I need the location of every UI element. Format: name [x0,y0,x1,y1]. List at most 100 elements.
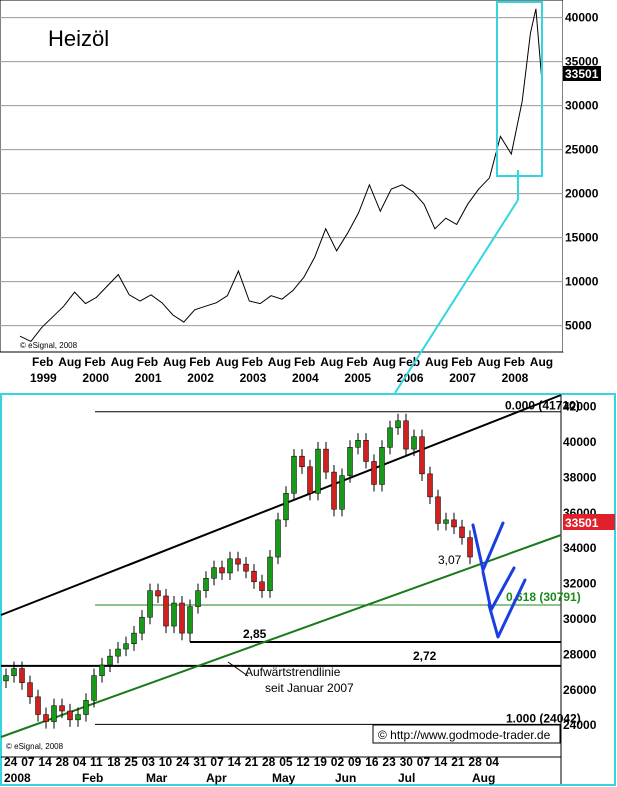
candle-body [203,578,209,591]
bottom-y-tick-label: 28000 [563,647,597,661]
bottom-y-tick-label: 38000 [563,470,597,484]
candle-body [147,590,153,618]
bottom-x-day-label: 02 [331,755,345,769]
top-x-month-label: Feb [504,355,525,369]
url-text: © http://www.godmode-trader.de [378,728,551,742]
candle-body [19,668,25,683]
bottom-x-day-label: 03 [142,755,156,769]
candle-body [291,455,297,494]
top-x-month-label: Aug [58,355,81,369]
top-x-month-label: Aug [425,355,448,369]
candle-body [387,427,393,448]
level-label-307: 3,07 [438,553,462,567]
projection-arrow-3 [487,578,527,639]
url-box [372,724,561,744]
candle-body [451,519,457,528]
candle-body [395,420,401,429]
bottom-y-tick-label: 26000 [563,683,597,697]
top-y-tick-label: 40000 [565,11,599,25]
bottom-y-tick-label: 30000 [563,612,597,626]
bottom-x-day-label: 16 [365,755,379,769]
candle-body [107,655,113,666]
bottom-watermark: © eSignal, 2008 [6,742,64,751]
support-label-285: 2,85 [243,627,267,641]
candle-body [435,496,441,524]
candle-body [363,439,369,462]
bottom-y-tick-label: 24000 [563,718,597,732]
candle-body [59,705,65,712]
top-price-tag-bg [563,66,601,81]
top-y-tick-label: 30000 [565,99,599,113]
candle-body [67,710,73,721]
bottom-price-tag-bg [563,514,615,530]
candle-body [259,581,265,591]
bottom-y-tick-label: 40000 [563,435,597,449]
bottom-x-month-label: Jul [398,771,415,785]
candle-body [283,493,289,521]
bottom-annotations: 0.000 (41710) 0.618 (30791) 1.000 (24042) 2… [227,399,581,725]
top-x-month-label: Feb [137,355,158,369]
candle-body [27,682,33,698]
bottom-x-day-label: 21 [451,755,465,769]
top-x-month-label: Aug [111,355,134,369]
top-y-tick-label: 20000 [565,187,599,201]
top-x-year-label: 2006 [397,371,424,385]
top-x-year-label: 2000 [82,371,109,385]
candle-body [411,436,417,450]
bottom-x-month-label: 2008 [4,771,31,785]
bottom-y-tick-label: 32000 [563,577,597,591]
bottom-x-day-label: 21 [245,755,259,769]
top-x-month-label: Feb [451,355,472,369]
candle-body [51,705,57,722]
candle-body [403,420,409,450]
fib-label-1: 1.000 (24042) [506,711,581,725]
candle-body [371,461,377,485]
top-x-month-label: Feb [32,355,53,369]
candle-body [331,471,337,510]
candle-body [163,595,169,627]
candle-body [43,714,49,722]
fib-label-618: 0.618 (30791) [506,590,581,604]
candle-body [459,526,465,538]
bottom-x-day-label: 05 [279,755,293,769]
bottom-x-day-label: 24 [176,755,190,769]
top-y-tick-label: 5000 [565,319,592,333]
candle-body [323,448,329,473]
top-y-tick-label: 10000 [565,275,599,289]
bottom-x-day-label: 28 [468,755,482,769]
bottom-chart-frame [0,393,616,786]
candle-body [123,643,129,650]
candle-body [243,563,249,572]
bottom-x-day-label: 12 [296,755,310,769]
candle-body [347,447,353,476]
bottom-y-tick-label: 42000 [563,400,597,414]
candle-body [267,556,273,591]
bottom-x-day-label: 14 [434,755,448,769]
top-chart-title: Heizöl [48,26,109,51]
bottom-x-month-label: May [272,771,296,785]
candle-body [227,558,233,574]
bottom-x-day-label: 04 [73,755,87,769]
candle-body [211,567,217,579]
bottom-x-day-label: 25 [124,755,138,769]
trendline-label-2: seit Januar 2007 [265,681,354,695]
bottom-x-day-label: 28 [262,755,276,769]
bottom-candles [3,413,473,729]
bottom-x-day-label: 23 [382,755,396,769]
bottom-y-tick-labels: 2400026000280003000032000340003600038000… [563,400,597,733]
bottom-x-month-label: Apr [206,771,227,785]
bottom-x-day-label: 07 [21,755,35,769]
top-price-tag: 33501 [565,67,599,81]
top-x-month-label: Aug [268,355,291,369]
zoom-highlight-box [496,1,543,177]
bottom-x-month-label: Mar [146,771,168,785]
candle-body [219,567,225,574]
top-x-year-label: 2007 [449,371,476,385]
bottom-x-tick-labels: 24 07 14 28 04 11 18 25 03 10 24 31 07 14 21 28 05 12 19 02… [4,755,499,785]
candle-body [187,606,193,634]
bottom-x-month-label: Aug [472,771,495,785]
bottom-x-day-label: 28 [56,755,70,769]
top-chart-frame [0,0,564,353]
top-x-year-label: 2003 [240,371,267,385]
bottom-x-day-label: 04 [486,755,500,769]
